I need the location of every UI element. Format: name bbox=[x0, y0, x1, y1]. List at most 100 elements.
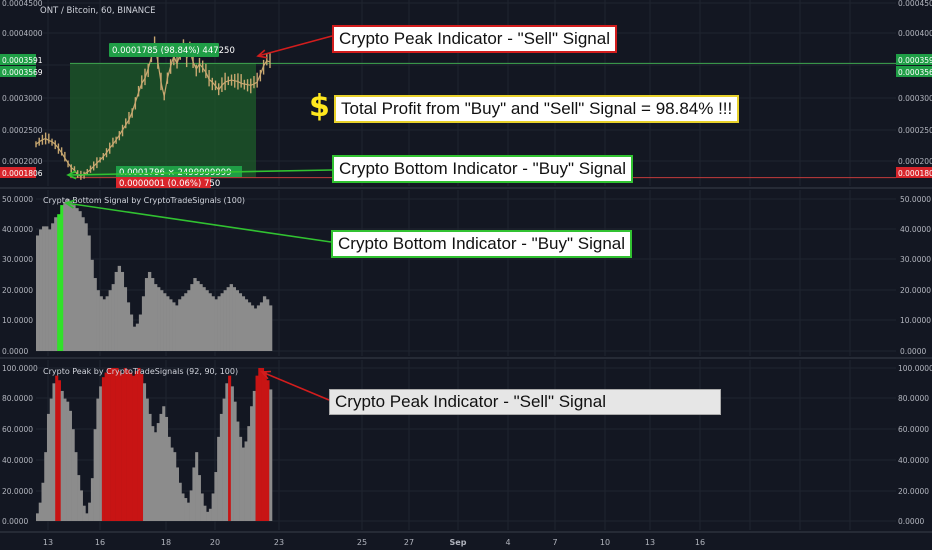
bottom-signal-bar bbox=[187, 290, 191, 351]
bottom-signal-bar bbox=[208, 293, 212, 351]
bottom-signal-bar bbox=[220, 293, 224, 351]
trade-result-badge bbox=[109, 43, 219, 57]
bottom-osc-title: Crypto Bottom Signal by CryptoTradeSigna… bbox=[43, 196, 245, 205]
peak-signal-bar bbox=[225, 383, 229, 521]
peak-signal-bar bbox=[178, 482, 182, 521]
bottom-signal-bar bbox=[48, 229, 52, 351]
bottom-signal-bar bbox=[135, 323, 140, 351]
entry-loss-badge bbox=[116, 177, 211, 188]
bottom-signal-bar bbox=[108, 290, 112, 351]
peak-sell-arrow bbox=[257, 35, 333, 57]
bottom-buy-annotation: Crypto Bottom Indicator - "Buy" Signal bbox=[332, 155, 634, 183]
x-tick-label: 27 bbox=[404, 538, 414, 547]
y-tick-label-left: 80.0000 bbox=[2, 394, 33, 403]
peak-signal-bar bbox=[134, 371, 138, 521]
peak-signal-bar bbox=[74, 452, 78, 521]
bottom-signal-bar bbox=[196, 281, 200, 351]
peak-signal-bar bbox=[140, 374, 144, 521]
x-tick-label: Sep bbox=[450, 538, 467, 547]
peak-sell-osc-arrow bbox=[261, 371, 330, 401]
y-tick-label-right: 40.0000 bbox=[900, 225, 931, 234]
y-badge-right bbox=[896, 66, 932, 77]
peak-signal-bar bbox=[186, 502, 190, 521]
peak-signal-bar bbox=[46, 413, 51, 521]
peak-osc-title: Crypto Peak by CryptoTradeSignals (92, 9… bbox=[43, 367, 238, 376]
peak-signal-bar bbox=[66, 401, 70, 521]
peak-signal-bar bbox=[121, 374, 125, 521]
bottom-signal-bar bbox=[232, 287, 236, 351]
y-tick-label-left: 40.0000 bbox=[2, 225, 33, 234]
bottom-signal-bar bbox=[132, 326, 137, 351]
peak-signal-bar bbox=[184, 498, 188, 521]
peak-signal-bar bbox=[258, 368, 262, 521]
bottom-signal-bar bbox=[84, 223, 88, 351]
bottom-signal-bar bbox=[181, 296, 185, 351]
bottom-buy-arrow bbox=[67, 169, 333, 176]
peak-signal-bar bbox=[206, 511, 210, 521]
bottom-signal-bar bbox=[78, 211, 82, 351]
y-tick-label-left: 0.0000 bbox=[2, 347, 28, 356]
bottom-signal-bar bbox=[265, 299, 270, 351]
peak-signal-bar bbox=[162, 406, 166, 521]
bottom-signal-bar bbox=[81, 217, 85, 351]
bottom-signal-bar bbox=[241, 296, 246, 351]
peak-signal-bar bbox=[154, 432, 158, 521]
peak-sell-arrow-head bbox=[256, 49, 267, 59]
bottom-signal-bar bbox=[69, 202, 73, 351]
peak-signal-bar bbox=[236, 421, 240, 521]
peak-signal-bar bbox=[192, 467, 196, 521]
bottom-signal-bar bbox=[141, 296, 146, 351]
y-tick-label-left: 0.0002500 bbox=[2, 126, 43, 135]
y-tick-label-left: 20.0000 bbox=[2, 286, 33, 295]
peak-signal-bar bbox=[167, 436, 171, 521]
bottom-signal-bar bbox=[144, 278, 149, 351]
peak-signal-bar bbox=[228, 375, 232, 521]
peak-signal-bar bbox=[148, 413, 152, 521]
peak-signal-bar bbox=[110, 368, 114, 521]
bottom-signal-bar bbox=[172, 302, 176, 351]
bottom-signal-bar bbox=[147, 271, 152, 351]
peak-signal-bar bbox=[233, 401, 237, 521]
bottom-signal-bar bbox=[256, 305, 261, 351]
bottom-signal-bar bbox=[178, 299, 182, 351]
bottom-signal-bar bbox=[250, 305, 255, 351]
y-badge-right bbox=[896, 167, 932, 178]
bottom-signal-bar bbox=[111, 284, 115, 351]
peak-signal-bar bbox=[266, 380, 270, 521]
peak-signal-bar bbox=[189, 490, 193, 521]
peak-signal-bar bbox=[71, 429, 75, 521]
bottom-buy-osc-arrow bbox=[65, 202, 332, 243]
y-tick-label-right: 10.0000 bbox=[900, 316, 931, 325]
bottom-buy-arrow-head bbox=[66, 170, 77, 180]
peak-signal-bar bbox=[112, 368, 116, 521]
bottom-signal-bar bbox=[57, 214, 61, 351]
y-tick-label-left: 0.0000 bbox=[2, 517, 28, 526]
bottom-buy-osc-arrow-head bbox=[64, 199, 75, 209]
bottom-signal-bar bbox=[154, 284, 158, 351]
y-tick-label-right: 80.0000 bbox=[898, 394, 929, 403]
bottom-signal-bar bbox=[235, 290, 240, 351]
bottom-signal-bar bbox=[138, 314, 143, 351]
peak-signal-bar bbox=[77, 475, 81, 521]
peak-signal-bar bbox=[93, 429, 97, 521]
x-tick-label: 7 bbox=[552, 538, 557, 547]
y-tick-label-left: 0.0003591 bbox=[2, 56, 43, 65]
y-tick-label-right: 0.0003569 bbox=[898, 68, 932, 77]
y-tick-label-left: 40.0000 bbox=[2, 456, 33, 465]
y-tick-label-left: 0.0004000 bbox=[2, 29, 43, 38]
peak-signal-bar bbox=[197, 475, 201, 521]
x-tick-label: 16 bbox=[695, 538, 705, 547]
bottom-signal-bar bbox=[268, 305, 273, 351]
y-tick-label-right: 0.0001806 bbox=[898, 169, 932, 178]
bottom-signal-bar bbox=[205, 290, 209, 351]
x-tick-label: 23 bbox=[274, 538, 284, 547]
bottom-signal-bar bbox=[93, 278, 97, 351]
y-tick-label-right: 0.0000 bbox=[898, 517, 924, 526]
bottom-signal-bar bbox=[169, 299, 173, 351]
bottom-signal-bar bbox=[226, 287, 230, 351]
peak-signal-bar bbox=[200, 493, 204, 521]
y-tick-label-right: 20.0000 bbox=[898, 487, 929, 496]
bottom-signal-bar bbox=[211, 296, 215, 351]
peak-signal-bar bbox=[219, 413, 223, 521]
